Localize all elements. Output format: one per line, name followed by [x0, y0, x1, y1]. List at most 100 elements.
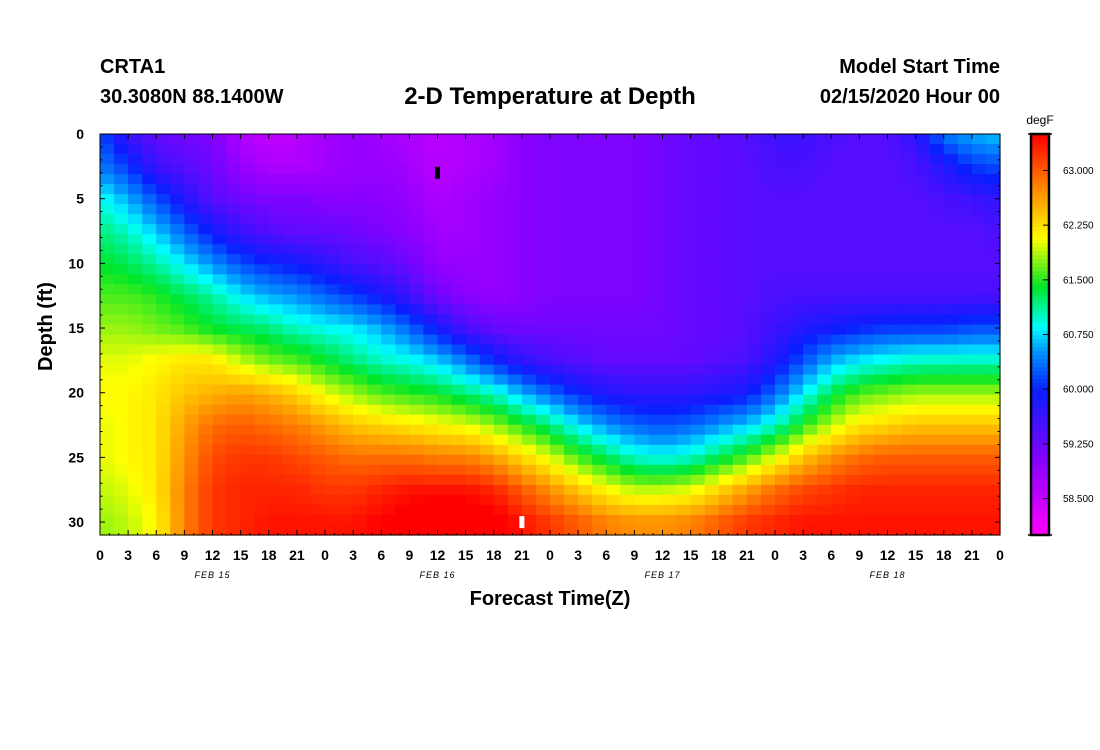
heatmap-cell — [929, 424, 945, 436]
heatmap-cell — [620, 384, 635, 396]
heatmap-cell — [423, 324, 439, 336]
heatmap-cell — [184, 264, 200, 275]
heatmap-cell — [296, 434, 312, 446]
heatmap-cell — [212, 174, 228, 185]
heatmap-cell — [817, 484, 832, 496]
heatmap-cell — [760, 384, 776, 396]
heatmap-cell — [718, 194, 734, 205]
heatmap-cell — [535, 164, 551, 175]
heatmap-cell — [606, 214, 621, 225]
heatmap-cell — [212, 254, 228, 265]
heatmap-cell — [409, 344, 425, 356]
heatmap-cell — [732, 394, 748, 406]
heatmap-cell — [803, 414, 818, 426]
heatmap-cell — [268, 224, 284, 235]
heatmap-cell — [550, 424, 565, 436]
heatmap-cell — [282, 464, 298, 476]
heatmap-cell — [845, 514, 860, 526]
heatmap-cell — [114, 214, 129, 225]
heatmap-cell — [339, 314, 354, 326]
heatmap-cell — [606, 524, 621, 536]
heatmap-cell — [479, 164, 495, 175]
heatmap-cell — [676, 474, 692, 486]
heatmap-cell — [845, 444, 860, 456]
heatmap-cell — [282, 384, 298, 396]
heatmap-cell — [620, 254, 635, 265]
heatmap-cell — [592, 454, 607, 466]
heatmap-cell — [395, 194, 410, 205]
heatmap-cell — [479, 324, 495, 336]
heatmap-cell — [142, 374, 157, 386]
heatmap-cell — [381, 184, 396, 195]
heatmap-cell — [339, 524, 354, 536]
heatmap-cell — [789, 434, 804, 446]
heatmap-cell — [507, 164, 523, 175]
heatmap-cell — [296, 514, 312, 526]
heatmap-cell — [310, 374, 326, 386]
heatmap-cell — [100, 314, 115, 326]
heatmap-cell — [170, 254, 185, 265]
heatmap-cell — [479, 524, 495, 536]
heatmap-cell — [310, 204, 326, 215]
x-tick-label: 12 — [880, 547, 896, 563]
heatmap-cell — [704, 424, 720, 436]
heatmap-cell — [465, 274, 481, 285]
heatmap-cell — [381, 324, 396, 336]
heatmap-cell — [170, 344, 185, 356]
heatmap-cell — [915, 334, 931, 346]
heatmap-cell — [535, 254, 551, 265]
heatmap-cell — [184, 234, 200, 245]
heatmap-cell — [648, 494, 664, 506]
heatmap-cell — [156, 334, 171, 346]
colorbar-swatch — [1031, 270, 1049, 275]
heatmap-cell — [831, 344, 846, 356]
colorbar-swatch — [1031, 398, 1049, 404]
heatmap-cell — [915, 344, 931, 356]
heatmap-cell — [395, 274, 410, 285]
colorbar-swatch — [1031, 246, 1049, 251]
heatmap-cell — [564, 384, 579, 396]
heatmap-cell — [507, 344, 523, 356]
heatmap-cell — [943, 514, 959, 526]
heatmap-cell — [240, 174, 256, 185]
heatmap-cell — [915, 254, 931, 265]
heatmap-cell — [339, 504, 354, 516]
heatmap-cell — [550, 354, 565, 366]
heatmap-cell — [732, 474, 748, 486]
colorbar-swatch — [1031, 358, 1049, 364]
heatmap-cells — [100, 134, 1001, 536]
heatmap-cell — [887, 444, 903, 456]
heatmap-cell — [100, 274, 115, 285]
heatmap-cell — [775, 154, 790, 165]
heatmap-cell — [746, 244, 762, 255]
heatmap-cell — [901, 514, 917, 526]
heatmap-cell — [550, 514, 565, 526]
heatmap-cell — [437, 184, 453, 195]
heatmap-cell — [606, 484, 621, 496]
heatmap-cell — [325, 214, 340, 225]
heatmap-cell — [831, 404, 846, 416]
heatmap-cell — [634, 274, 650, 285]
heatmap-cell — [156, 184, 171, 195]
heatmap-cell — [803, 294, 818, 306]
heatmap-cell — [212, 314, 228, 326]
heatmap-cell — [775, 244, 790, 255]
heatmap-cell — [929, 324, 945, 336]
heatmap-cell — [662, 414, 678, 426]
heatmap-cell — [381, 524, 396, 536]
heatmap-cell — [198, 484, 214, 496]
heatmap-cell — [887, 494, 903, 506]
heatmap-cell — [493, 214, 509, 225]
x-tick-label: 21 — [964, 547, 980, 563]
heatmap-cell — [915, 304, 931, 316]
heatmap-cell — [310, 264, 326, 275]
heatmap-cell — [760, 224, 776, 235]
heatmap-cell — [775, 184, 790, 195]
heatmap-cell — [746, 314, 762, 326]
heatmap-cell — [507, 374, 523, 386]
heatmap-cell — [535, 434, 551, 446]
heatmap-cell — [226, 504, 242, 516]
heatmap-cell — [592, 524, 607, 536]
heatmap-cell — [156, 224, 171, 235]
heatmap-cell — [226, 404, 242, 416]
